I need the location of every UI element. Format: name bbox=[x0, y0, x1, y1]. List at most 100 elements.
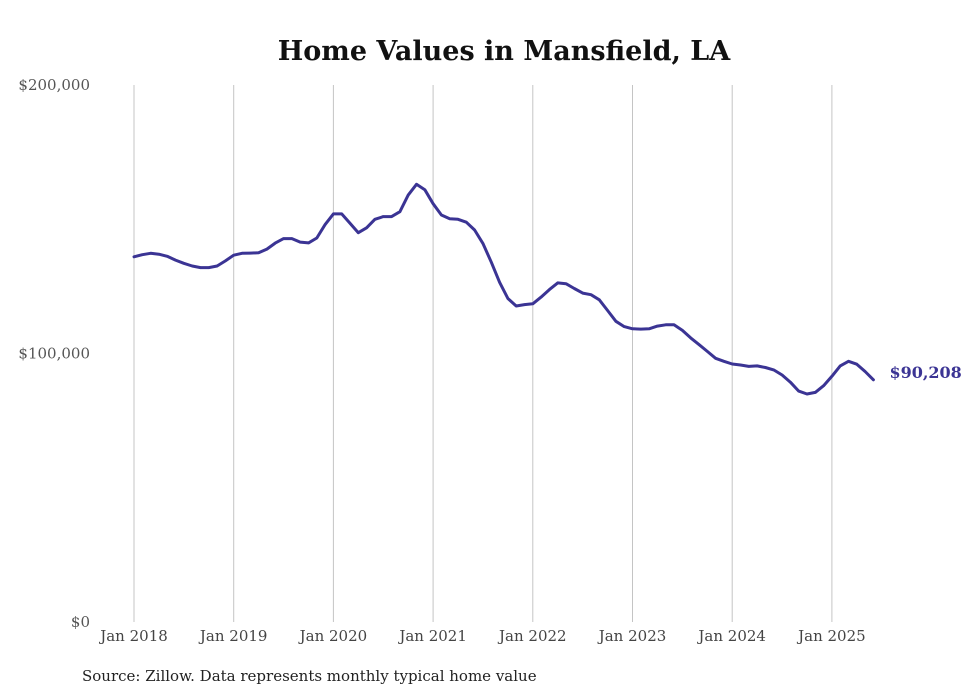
data-point bbox=[872, 378, 875, 381]
y-axis: $0 $100,000 $200,000 bbox=[18, 76, 90, 631]
data-point bbox=[340, 212, 343, 216]
data-point bbox=[556, 281, 559, 285]
data-point bbox=[323, 223, 327, 226]
data-point bbox=[506, 297, 510, 300]
x-tick-label: Jan 2018 bbox=[98, 627, 168, 645]
data-point bbox=[639, 327, 642, 331]
data-point bbox=[431, 202, 435, 205]
data-point bbox=[548, 288, 551, 291]
data-point bbox=[755, 364, 759, 368]
data-point bbox=[805, 392, 809, 396]
data-point bbox=[373, 218, 377, 221]
data-point bbox=[814, 391, 817, 394]
data-point bbox=[240, 252, 244, 255]
data-point bbox=[249, 251, 252, 255]
data-point bbox=[664, 323, 667, 326]
y-tick-label: $0 bbox=[71, 613, 90, 631]
gridlines bbox=[133, 85, 833, 622]
data-point bbox=[498, 281, 501, 284]
data-point bbox=[357, 231, 360, 234]
data-point bbox=[149, 252, 152, 255]
y-tick-label: $100,000 bbox=[18, 345, 90, 363]
x-tick-label: Jan 2022 bbox=[497, 627, 567, 645]
data-point bbox=[490, 261, 493, 264]
x-tick-label: Jan 2021 bbox=[397, 627, 467, 645]
data-point bbox=[274, 241, 277, 245]
data-point bbox=[731, 362, 734, 366]
data-point bbox=[398, 210, 402, 213]
data-point bbox=[448, 217, 451, 220]
data-point bbox=[523, 303, 526, 306]
data-point bbox=[714, 357, 717, 360]
series-line bbox=[132, 182, 875, 396]
data-point bbox=[265, 247, 269, 251]
data-point bbox=[623, 325, 626, 328]
data-point bbox=[332, 212, 335, 216]
data-point bbox=[631, 327, 634, 330]
data-point bbox=[315, 236, 318, 240]
data-point bbox=[847, 360, 850, 363]
data-point bbox=[390, 215, 393, 218]
data-point bbox=[365, 226, 368, 229]
y-tick-label: $200,000 bbox=[18, 76, 90, 94]
data-point bbox=[348, 222, 352, 225]
data-point bbox=[199, 266, 202, 269]
x-tick-label: Jan 2020 bbox=[298, 627, 368, 645]
data-point bbox=[531, 302, 534, 305]
data-point bbox=[739, 363, 742, 367]
data-point bbox=[539, 295, 543, 299]
data-point bbox=[481, 242, 485, 245]
data-point bbox=[689, 336, 692, 340]
end-value-label: $90,208 bbox=[889, 363, 961, 382]
data-point bbox=[573, 287, 576, 290]
data-point bbox=[132, 255, 136, 258]
x-tick-label: Jan 2023 bbox=[597, 627, 667, 645]
data-point bbox=[780, 373, 784, 377]
data-point bbox=[166, 255, 169, 258]
data-point bbox=[589, 293, 593, 296]
data-point bbox=[797, 389, 800, 393]
data-point bbox=[697, 343, 701, 346]
data-point bbox=[706, 350, 709, 353]
data-point bbox=[764, 366, 767, 369]
data-point bbox=[257, 251, 260, 254]
data-point bbox=[672, 323, 676, 326]
data-point bbox=[606, 309, 609, 312]
data-point bbox=[191, 264, 194, 268]
data-point bbox=[789, 381, 792, 384]
data-point bbox=[614, 320, 618, 323]
data-point bbox=[681, 329, 684, 332]
data-point bbox=[465, 221, 468, 224]
data-point bbox=[224, 259, 227, 263]
data-point bbox=[215, 264, 219, 268]
data-point bbox=[747, 365, 750, 368]
data-point bbox=[598, 298, 601, 301]
data-point bbox=[772, 368, 775, 372]
data-point bbox=[830, 375, 834, 378]
data-point bbox=[207, 266, 210, 269]
data-point bbox=[290, 237, 294, 240]
chart-title: Home Values in Mansfield, LA bbox=[278, 36, 732, 67]
data-point bbox=[855, 363, 858, 366]
data-point bbox=[722, 360, 726, 363]
data-point bbox=[415, 183, 418, 186]
data-point bbox=[863, 370, 867, 373]
data-point bbox=[299, 240, 302, 244]
data-point bbox=[656, 324, 659, 328]
data-point bbox=[141, 253, 144, 256]
x-tick-label: Jan 2024 bbox=[696, 627, 766, 645]
data-point bbox=[174, 258, 177, 262]
data-point bbox=[407, 193, 410, 197]
data-point bbox=[282, 237, 285, 240]
data-point bbox=[839, 364, 842, 368]
data-point bbox=[232, 254, 235, 257]
data-point bbox=[647, 327, 651, 330]
data-point bbox=[423, 188, 426, 191]
series-layer: $90,208 bbox=[132, 182, 962, 396]
source-note: Source: Zillow. Data represents monthly … bbox=[82, 667, 537, 685]
data-point bbox=[440, 213, 443, 217]
x-tick-label: Jan 2019 bbox=[198, 627, 268, 645]
data-point bbox=[581, 291, 584, 295]
data-point bbox=[564, 282, 568, 285]
